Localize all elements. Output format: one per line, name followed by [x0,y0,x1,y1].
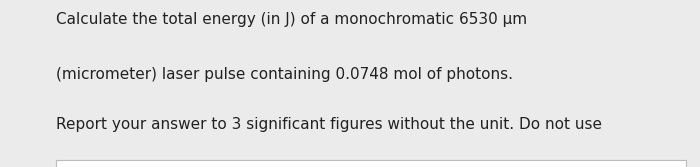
Text: (micrometer) laser pulse containing 0.0748 mol of photons.: (micrometer) laser pulse containing 0.07… [56,67,513,82]
Text: Calculate the total energy (in J) of a monochromatic 6530 μm: Calculate the total energy (in J) of a m… [56,12,527,27]
Bar [56,160,686,167]
Text: Report your answer to 3 significant figures without the unit. Do not use: Report your answer to 3 significant figu… [56,117,602,132]
